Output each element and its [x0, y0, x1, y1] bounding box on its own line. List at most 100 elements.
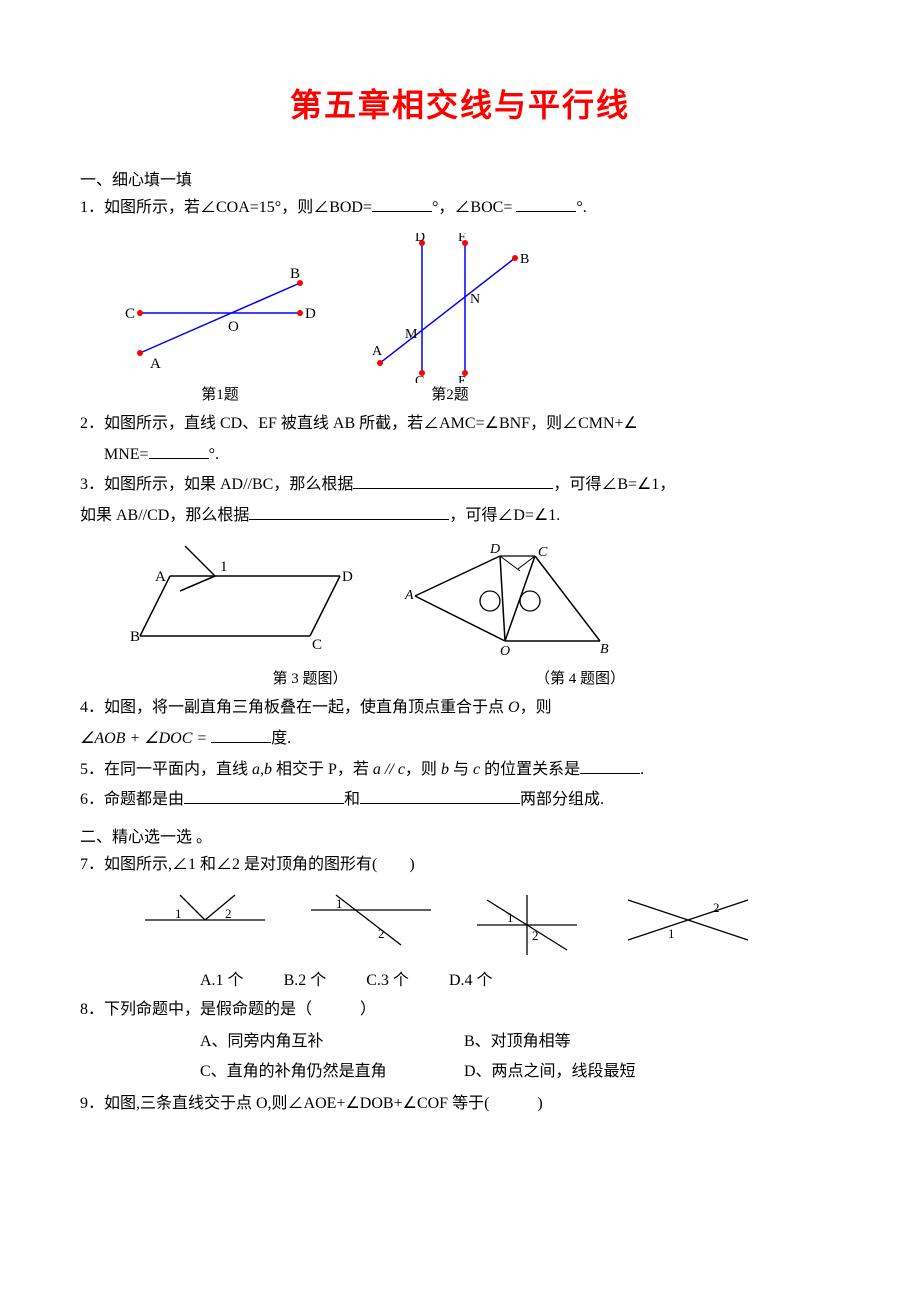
q1-blank-2: [516, 197, 576, 212]
fig3-A: A: [155, 569, 166, 585]
fig4-D: D: [489, 542, 500, 557]
figure-2: A B D C F E M N 第2题: [360, 233, 540, 404]
q2-line2: MNE=°.: [80, 441, 840, 470]
fig7-b: 1 2: [306, 890, 436, 950]
q2-blank: [149, 444, 209, 459]
q9: 9．如图,三条直线交于点 O,则∠AOE+∠DOB+∠COF 等于( ): [80, 1090, 840, 1119]
fig7-c: 1 2: [472, 890, 582, 960]
q3-blank-1: [353, 474, 553, 489]
fig2-E: E: [458, 374, 467, 383]
fig3-D: D: [342, 569, 353, 585]
q4-text-d: 度.: [271, 730, 291, 747]
q8-options: A、同旁内角互补 B、对顶角相等 C、直角的补角仍然是直角 D、两点之间，线段最…: [200, 1027, 840, 1088]
q1-text-a: 1．如图所示，若∠COA=15°，则∠BOD=: [80, 199, 372, 216]
fig3-B: B: [130, 629, 140, 645]
fig2-N: N: [470, 292, 480, 307]
q4-text-b: ，则: [520, 699, 552, 716]
svg-text:1: 1: [175, 906, 182, 921]
q8-opt-d: D、两点之间，线段最短: [464, 1063, 636, 1080]
fig1-caption: 第1题: [120, 383, 320, 404]
q5-f: .: [640, 761, 644, 778]
q6-blank-2: [360, 789, 520, 804]
section-2-head: 二、精心选一选 。: [80, 823, 840, 847]
q8-opt-b: B、对顶角相等: [464, 1033, 571, 1050]
fig3-caption: 第 3 题图）: [190, 667, 430, 688]
fig1-O: O: [228, 319, 239, 335]
q3: 3．如图所示，如果 AD//BC，那么根据 ，可得∠B=∠1，: [80, 471, 840, 500]
fig4-caption: （第 4 题图）: [470, 667, 690, 688]
q4-O: O: [508, 699, 520, 716]
q7-opt-a: A.1 个: [200, 966, 244, 990]
q2: 2．如图所示，直线 CD、EF 被直线 AB 所截，若∠AMC=∠BNF，则∠C…: [80, 410, 840, 439]
q2-text-c: °.: [209, 446, 219, 463]
section-1-head: 一、细心填一填: [80, 166, 840, 190]
q3-line2: 如果 AB//CD，那么根据 ，可得∠D=∠1.: [80, 502, 840, 531]
figure-3: A B C D 1: [120, 541, 360, 661]
fig4-O: O: [500, 644, 510, 659]
q5-c: ，则: [405, 761, 441, 778]
q5-ci: c: [473, 761, 480, 778]
q6-b: 和: [344, 791, 360, 808]
page-title: 第五章相交线与平行线: [80, 80, 840, 126]
q2-text-a: 2．如图所示，直线 CD、EF 被直线 AB 所截，若∠AMC=∠BNF，则∠C…: [80, 415, 638, 432]
q5: 5．在同一平面内，直线 a,b 相交于 P，若 a // c，则 b 与 c 的…: [80, 756, 840, 785]
q5-a: 5．在同一平面内，直线: [80, 761, 252, 778]
q5-e: 的位置关系是: [480, 761, 580, 778]
fig2-B: B: [520, 252, 529, 267]
fig2-F: F: [458, 233, 466, 245]
fig4-C: C: [538, 545, 548, 560]
q7: 7．如图所示,∠1 和∠2 是对顶角的图形有( ): [80, 851, 840, 880]
fig7-a: 1 2: [140, 890, 270, 950]
fig-caption-row-34: 第 3 题图） （第 4 题图）: [190, 667, 840, 688]
q1-text-c: °.: [576, 199, 586, 216]
fig2-M: M: [405, 327, 418, 342]
q6-c: 两部分组成.: [520, 791, 604, 808]
fig1-B: B: [290, 266, 300, 282]
q4-text-a: 4．如图，将一副直角三角板叠在一起，使直角顶点重合于点: [80, 699, 508, 716]
svg-text:1: 1: [507, 910, 514, 925]
fig7-d: 1 2: [618, 890, 758, 950]
fig-row-3-4: A B C D 1 A B C: [120, 541, 840, 661]
q3-text-d: ，可得∠D=∠1.: [449, 507, 560, 524]
q5-d: 与: [449, 761, 473, 778]
fig1-C: C: [125, 306, 135, 322]
q8: 8．下列命题中，是假命题的是（ ）: [80, 996, 840, 1025]
q3-text-c: 如果 AB//CD，那么根据: [80, 507, 249, 524]
q3-text-a: 3．如图所示，如果 AD//BC，那么根据: [80, 476, 353, 493]
figure-1: A B C D O 第1题: [120, 253, 320, 404]
q1-blank-1: [372, 197, 432, 212]
q4-line2: ∠AOB + ∠DOC = 度.: [80, 725, 840, 754]
fig-row-1-2: A B C D O 第1题 A B D C: [120, 233, 840, 404]
fig2-A: A: [372, 344, 383, 359]
q8-opt-c: C、直角的补角仍然是直角: [200, 1057, 460, 1087]
fig2-caption: 第2题: [360, 383, 540, 404]
q7-options: A.1 个 B.2 个 C.3 个 D.4 个: [200, 966, 840, 990]
q5-bi: b: [441, 761, 449, 778]
q5-ac: a // c: [373, 761, 405, 778]
q6-a: 6．命题都是由: [80, 791, 184, 808]
q6: 6．命题都是由 和 两部分组成.: [80, 786, 840, 815]
q3-blank-2: [249, 505, 449, 520]
svg-text:2: 2: [378, 926, 385, 941]
fig4-A: A: [404, 588, 414, 603]
q4: 4．如图，将一副直角三角板叠在一起，使直角顶点重合于点 O，则: [80, 694, 840, 723]
q4-blank: [211, 728, 271, 743]
fig4-B: B: [600, 642, 609, 657]
figure-4: A B C D O: [400, 541, 620, 661]
fig1-D: D: [305, 306, 316, 322]
q8-opt-a: A、同旁内角互补: [200, 1027, 460, 1057]
q1-text-b: °，∠BOC=: [432, 199, 516, 216]
svg-text:2: 2: [225, 906, 232, 921]
q5-ab: a,b: [252, 761, 272, 778]
q5-blank: [580, 759, 640, 774]
q1: 1．如图所示，若∠COA=15°，则∠BOD= °，∠BOC= °.: [80, 194, 840, 223]
q7-opt-c: C.3 个: [366, 966, 409, 990]
fig2-D: D: [415, 233, 425, 245]
q5-b: 相交于 P，若: [272, 761, 373, 778]
q3-text-b: ，可得∠B=∠1，: [553, 476, 675, 493]
fig7-row: 1 2 1 2 1 2 1 2: [140, 890, 840, 960]
q7-opt-b: B.2 个: [284, 966, 327, 990]
svg-text:1: 1: [668, 926, 675, 941]
q7-opt-d: D.4 个: [449, 966, 493, 990]
fig3-C: C: [312, 637, 322, 653]
